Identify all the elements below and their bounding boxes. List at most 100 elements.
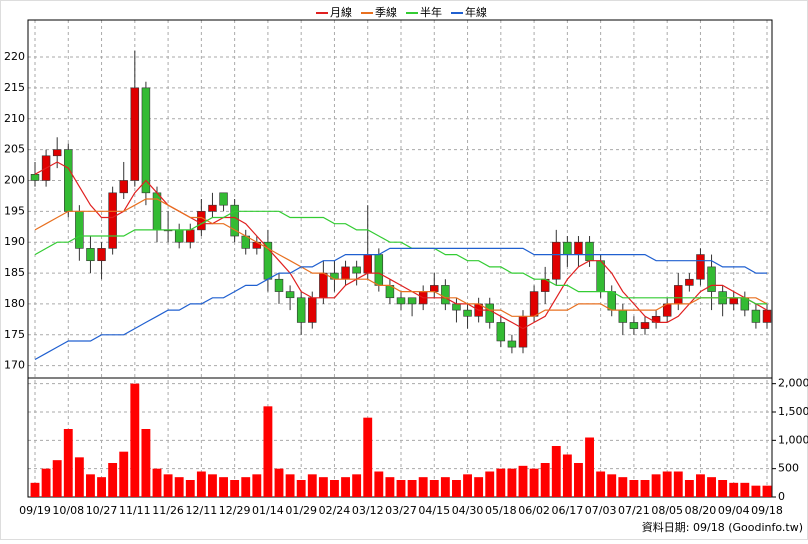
x-tick-label: 10/08 bbox=[52, 504, 84, 517]
y-tick-label: 170 bbox=[4, 359, 25, 372]
candle-body bbox=[407, 297, 417, 305]
volume-bar bbox=[52, 460, 62, 497]
volume-bar bbox=[174, 477, 184, 497]
candle-body bbox=[308, 297, 317, 323]
candle-body bbox=[430, 285, 439, 292]
x-tick-label: 06/17 bbox=[552, 504, 584, 517]
x-tick-label: 02/24 bbox=[319, 504, 351, 517]
candle-body bbox=[208, 204, 217, 212]
volume-bar bbox=[285, 474, 295, 497]
candle-body bbox=[463, 309, 472, 317]
x-tick-label: 03/27 bbox=[385, 504, 417, 517]
candle-body bbox=[618, 309, 628, 323]
candle-body bbox=[296, 297, 306, 323]
volume-bar bbox=[163, 474, 173, 497]
y2-tick-label: 2,000 bbox=[778, 377, 808, 390]
volume-bar bbox=[141, 429, 151, 497]
volume-bar bbox=[463, 474, 472, 497]
volume-bar bbox=[551, 446, 561, 497]
volume-bar bbox=[396, 480, 406, 497]
candle-body bbox=[141, 87, 151, 194]
y-tick-label: 215 bbox=[4, 81, 25, 94]
volume-bar bbox=[585, 437, 594, 497]
legend-label: 季線 bbox=[375, 5, 397, 19]
volume-bar bbox=[385, 477, 395, 497]
x-tick-label: 08/20 bbox=[685, 504, 717, 517]
volume-bar bbox=[196, 471, 206, 497]
volume-bar bbox=[119, 451, 129, 497]
candle-body bbox=[563, 241, 572, 255]
volume-bar bbox=[762, 485, 772, 497]
x-tick-label: 04/15 bbox=[418, 504, 450, 517]
ma-line bbox=[34, 210, 767, 305]
volume-bar bbox=[86, 474, 95, 497]
candle-body bbox=[274, 278, 284, 292]
candle-body bbox=[230, 204, 239, 237]
candle-body bbox=[86, 248, 95, 262]
candle-body bbox=[219, 192, 228, 206]
volume-bar bbox=[729, 482, 739, 497]
y-tick-label: 205 bbox=[4, 143, 25, 156]
candle-body bbox=[607, 291, 616, 311]
volume-bar bbox=[607, 474, 617, 497]
x-tick-label: 09/18 bbox=[751, 504, 783, 517]
candle-body bbox=[30, 174, 40, 181]
x-tick-label: 03/12 bbox=[352, 504, 384, 517]
candle-body bbox=[496, 322, 506, 342]
volume-bar bbox=[252, 474, 262, 497]
volume-bar bbox=[452, 480, 461, 497]
volume-bar bbox=[318, 477, 328, 497]
y-tick-label: 180 bbox=[4, 297, 25, 310]
candle-body bbox=[685, 278, 694, 286]
volume-bar bbox=[374, 471, 384, 497]
volume-bar bbox=[540, 463, 550, 497]
y2-tick-label: 0 bbox=[778, 490, 785, 503]
candle-body bbox=[674, 285, 683, 305]
candle-body bbox=[552, 241, 561, 280]
ma-line bbox=[34, 247, 767, 361]
volume-bar bbox=[673, 471, 683, 497]
candle-body bbox=[374, 254, 384, 286]
candle-body bbox=[507, 340, 517, 348]
x-tick-label: 12/29 bbox=[219, 504, 251, 517]
volume-bar bbox=[152, 468, 162, 497]
candle-body bbox=[640, 322, 650, 329]
volume-bar bbox=[707, 477, 716, 497]
candle-body bbox=[64, 149, 73, 212]
candle-body bbox=[108, 192, 117, 249]
y-tick-label: 220 bbox=[4, 50, 25, 63]
volume-bar bbox=[651, 474, 661, 497]
x-tick-label: 05/18 bbox=[485, 504, 517, 517]
volume-bar bbox=[684, 480, 694, 497]
candle-body bbox=[729, 297, 738, 305]
volume-bar bbox=[130, 383, 140, 497]
candle-body bbox=[707, 266, 716, 292]
x-tick-label: 07/21 bbox=[618, 504, 650, 517]
y2-tick-label: 1,000 bbox=[778, 433, 808, 446]
volume-bar bbox=[740, 482, 750, 497]
volume-bar bbox=[41, 468, 51, 497]
volume-bar bbox=[97, 477, 106, 497]
volume-bar bbox=[418, 477, 428, 497]
volume-bar bbox=[108, 463, 118, 497]
legend-label: 月線 bbox=[330, 5, 352, 19]
candle-body bbox=[130, 87, 140, 181]
candle-body bbox=[441, 285, 450, 305]
candle-body bbox=[319, 272, 328, 299]
volume-bar bbox=[574, 463, 583, 497]
volume-bar bbox=[662, 471, 672, 497]
x-tick-label: 04/30 bbox=[452, 504, 484, 517]
volume-bar bbox=[751, 485, 761, 497]
volume-bar bbox=[330, 480, 339, 497]
candle-body bbox=[762, 309, 772, 323]
volume-bar bbox=[440, 477, 450, 497]
candle-body bbox=[352, 266, 361, 274]
volume-bar bbox=[341, 477, 350, 497]
x-tick-label: 09/19 bbox=[19, 504, 51, 517]
candle-body bbox=[518, 315, 528, 348]
volume-bar bbox=[629, 480, 639, 497]
candle-body bbox=[629, 322, 639, 329]
x-tick-label: 11/11 bbox=[119, 504, 151, 517]
x-tick-label: 09/04 bbox=[718, 504, 750, 517]
volume-bar bbox=[507, 468, 517, 497]
